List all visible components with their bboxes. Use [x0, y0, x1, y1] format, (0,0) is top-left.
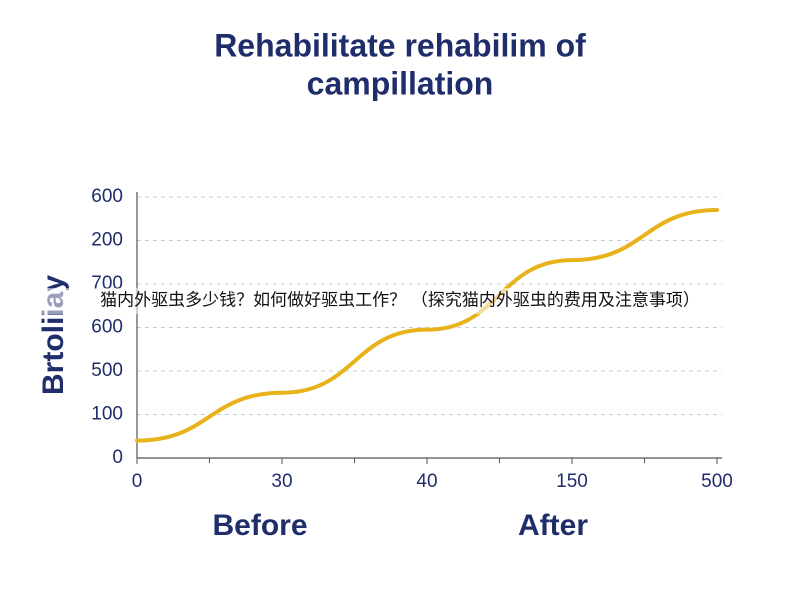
y-tick-label: 100 — [91, 404, 123, 425]
x-tick-label: 500 — [701, 471, 733, 492]
x-tick-label: 30 — [271, 471, 292, 492]
overlay-text: 猫内外驱虫多少钱？如何做好驱虫工作？ （探究猫内外驱虫的费用及注意事项） — [100, 290, 700, 309]
x-tick-label: 150 — [556, 471, 588, 492]
y-tick-label: 600 — [91, 317, 123, 338]
x-tick-label: 0 — [132, 471, 143, 492]
y-tick-label: 600 — [91, 186, 123, 207]
x-axis-label: After — [518, 509, 588, 542]
overlay-background — [40, 288, 760, 314]
x-axis-label: Before — [212, 509, 307, 542]
y-tick-label: 200 — [91, 230, 123, 251]
y-tick-label: 0 — [112, 447, 123, 468]
chart-title: campillation — [307, 65, 494, 101]
line-series — [135, 208, 719, 443]
y-tick-label: 500 — [91, 360, 123, 381]
chart-title: Rehabilitate rehabilim of — [214, 27, 586, 63]
x-tick-label: 40 — [416, 471, 437, 492]
